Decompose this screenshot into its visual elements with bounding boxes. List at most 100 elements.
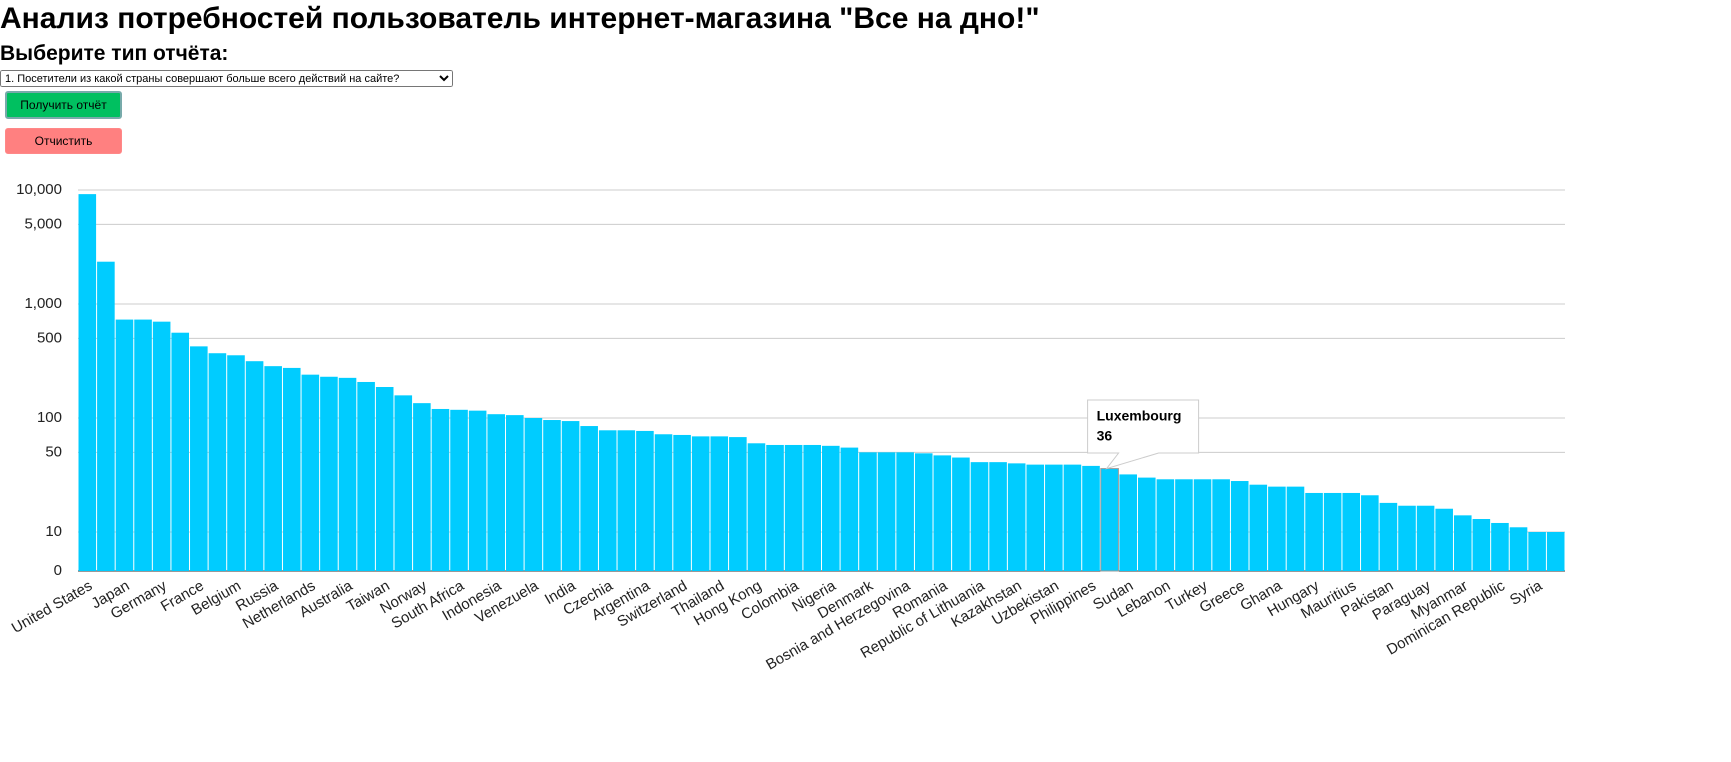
x-tick-label: United States bbox=[9, 577, 95, 637]
bar bbox=[598, 430, 617, 571]
bar bbox=[208, 353, 227, 571]
chart: 0 10 50 100 500 1,000 5,000 10,000 United States… bbox=[9, 181, 1565, 674]
bar bbox=[803, 444, 821, 571]
bar bbox=[450, 409, 468, 571]
bar bbox=[784, 444, 803, 571]
bar bbox=[1305, 492, 1323, 571]
bar bbox=[729, 437, 747, 571]
bar bbox=[636, 430, 654, 571]
bar bbox=[1212, 479, 1230, 571]
bar bbox=[1119, 474, 1137, 571]
bar bbox=[115, 319, 134, 571]
bar bbox=[506, 415, 524, 571]
bar bbox=[468, 410, 487, 571]
bar bbox=[654, 434, 673, 571]
bar bbox=[1156, 479, 1175, 571]
bar bbox=[190, 346, 208, 571]
bar bbox=[1546, 532, 1565, 571]
y-tick-label: 100 bbox=[37, 409, 62, 426]
bar bbox=[933, 455, 952, 571]
tooltip-box bbox=[1087, 399, 1200, 470]
bar bbox=[747, 443, 766, 571]
x-tick-label: Syria bbox=[1507, 577, 1546, 609]
y-tick-label: 10,000 bbox=[16, 181, 62, 198]
y-tick-label: 50 bbox=[45, 443, 62, 460]
clear-button[interactable]: Отчистить bbox=[5, 128, 122, 154]
bar bbox=[1342, 492, 1361, 571]
bar bbox=[320, 376, 338, 571]
bar bbox=[264, 366, 282, 571]
bar bbox=[691, 436, 710, 571]
bar bbox=[1453, 515, 1472, 571]
bar bbox=[970, 462, 989, 571]
bar bbox=[1472, 519, 1491, 571]
bar bbox=[1416, 505, 1435, 571]
bar bbox=[1398, 505, 1416, 571]
bar bbox=[78, 194, 97, 572]
y-tick-label: 1,000 bbox=[24, 295, 62, 312]
bar bbox=[1175, 479, 1193, 571]
y-tick-label: 500 bbox=[37, 329, 62, 346]
bar bbox=[673, 434, 691, 571]
y-tick-label: 0 bbox=[54, 562, 62, 579]
bar bbox=[859, 452, 877, 571]
bar bbox=[1230, 481, 1249, 571]
bar bbox=[1026, 464, 1045, 571]
bar bbox=[1361, 495, 1379, 571]
bar bbox=[134, 319, 152, 571]
bar bbox=[1528, 532, 1546, 571]
bar bbox=[580, 426, 598, 571]
bar bbox=[952, 457, 970, 571]
bar bbox=[1286, 486, 1305, 571]
bar bbox=[822, 445, 840, 571]
bar bbox=[394, 395, 413, 571]
prompt: Выберите тип отчёта: bbox=[0, 42, 229, 65]
bar bbox=[1137, 477, 1156, 571]
bar bbox=[1082, 465, 1100, 571]
bar bbox=[1323, 492, 1342, 571]
bar bbox=[1063, 464, 1082, 571]
bar bbox=[914, 453, 933, 571]
bar bbox=[877, 452, 896, 571]
bar bbox=[1249, 484, 1268, 571]
y-tick-label: 10 bbox=[45, 523, 62, 540]
bar bbox=[431, 408, 450, 571]
submit-button[interactable]: Получить отчёт bbox=[5, 91, 122, 119]
bar bbox=[413, 403, 431, 571]
bar bbox=[1045, 464, 1063, 571]
bar bbox=[896, 452, 914, 571]
bar bbox=[989, 462, 1007, 571]
bar bbox=[1100, 468, 1119, 572]
bar bbox=[245, 361, 264, 571]
bar bbox=[1435, 508, 1453, 571]
bar bbox=[227, 355, 245, 571]
y-tick-label: 5,000 bbox=[24, 215, 62, 232]
bar bbox=[617, 430, 636, 571]
bar bbox=[561, 421, 580, 571]
bar bbox=[487, 414, 506, 571]
bar bbox=[1193, 479, 1212, 571]
bar bbox=[840, 447, 859, 571]
bar bbox=[1509, 527, 1528, 571]
bar bbox=[1007, 463, 1026, 571]
bar bbox=[97, 261, 115, 571]
report-select[interactable]: 1. Посетители из какой страны совершают … bbox=[0, 70, 453, 87]
bar bbox=[1379, 502, 1398, 571]
bar bbox=[301, 374, 320, 571]
tooltip-value: 36 bbox=[1097, 428, 1113, 444]
bar bbox=[375, 387, 394, 571]
bar bbox=[1268, 486, 1286, 571]
bar bbox=[152, 321, 171, 571]
bar bbox=[543, 420, 561, 571]
tooltip-title: Luxembourg bbox=[1097, 408, 1182, 424]
bar bbox=[282, 367, 301, 571]
bar bbox=[357, 381, 375, 571]
bar bbox=[1491, 522, 1509, 571]
page-title: Анализ потребностей пользователь интерне… bbox=[0, 2, 1040, 35]
bar bbox=[766, 444, 784, 571]
bar bbox=[171, 332, 190, 571]
bar bbox=[524, 418, 543, 571]
bar bbox=[710, 436, 729, 571]
bar bbox=[338, 377, 357, 571]
